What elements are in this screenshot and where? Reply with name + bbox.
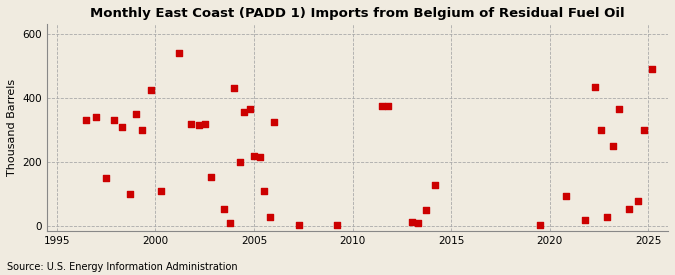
Point: [601, 214, 612, 219]
Point: [560, 194, 571, 198]
Point: [383, 104, 394, 108]
Point: [109, 118, 119, 122]
Point: [608, 144, 618, 148]
Point: [590, 84, 601, 89]
Point: [430, 182, 441, 187]
Title: Monthly East Coast (PADD 1) Imports from Belgium of Residual Fuel Oil: Monthly East Coast (PADD 1) Imports from…: [90, 7, 625, 20]
Point: [81, 118, 92, 122]
Point: [614, 107, 624, 111]
Point: [412, 221, 423, 225]
Y-axis label: Thousand Barrels: Thousand Barrels: [7, 79, 17, 176]
Point: [265, 214, 275, 219]
Point: [91, 115, 102, 119]
Point: [199, 121, 210, 126]
Point: [623, 207, 634, 211]
Point: [535, 222, 545, 227]
Point: [259, 189, 269, 193]
Point: [647, 67, 657, 71]
Point: [117, 125, 128, 129]
Point: [101, 176, 111, 180]
Point: [146, 87, 157, 92]
Point: [633, 199, 644, 203]
Point: [156, 189, 167, 193]
Point: [639, 128, 650, 132]
Point: [248, 153, 259, 158]
Point: [420, 208, 431, 213]
Point: [406, 219, 417, 224]
Point: [244, 107, 255, 111]
Text: Source: U.S. Energy Information Administration: Source: U.S. Energy Information Administ…: [7, 262, 238, 272]
Point: [331, 222, 342, 227]
Point: [186, 121, 196, 126]
Point: [173, 51, 184, 55]
Point: [269, 120, 279, 124]
Point: [595, 128, 606, 132]
Point: [229, 86, 240, 90]
Point: [254, 155, 265, 160]
Point: [294, 222, 304, 227]
Point: [580, 218, 591, 222]
Point: [377, 104, 387, 108]
Point: [239, 110, 250, 114]
Point: [136, 128, 147, 132]
Point: [124, 192, 135, 196]
Point: [194, 123, 205, 127]
Point: [219, 207, 230, 211]
Point: [235, 160, 246, 164]
Point: [130, 112, 141, 116]
Point: [205, 174, 216, 179]
Point: [225, 221, 236, 225]
